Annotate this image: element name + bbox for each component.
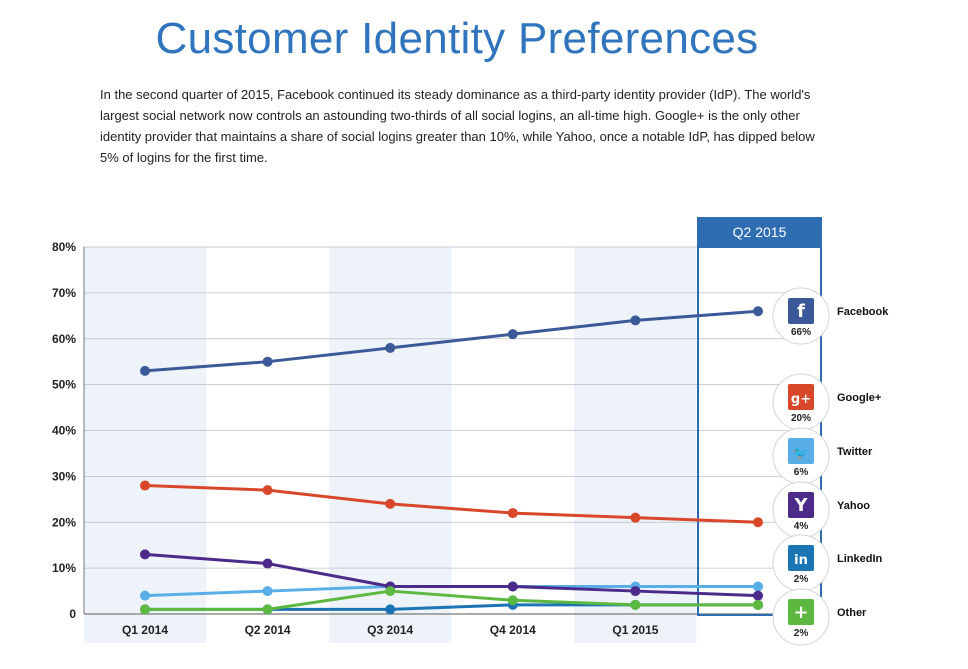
- x-tick-label: Q4 2014: [490, 623, 536, 637]
- data-point: [630, 586, 641, 597]
- legend-value: 20%: [791, 413, 811, 424]
- highlight-header: [697, 217, 822, 247]
- y-tick-label: 50%: [52, 378, 76, 392]
- data-point: [630, 599, 641, 610]
- y-tick-label: 60%: [52, 332, 76, 346]
- data-point: [140, 365, 150, 376]
- page-title: Customer Identity Preferences: [155, 14, 759, 63]
- data-point: [140, 604, 150, 615]
- data-point: [262, 604, 273, 615]
- data-point: [262, 558, 273, 569]
- x-tick-label: Q3 2014: [367, 623, 413, 637]
- legend-item: in 2% LinkedIn: [772, 534, 883, 592]
- highlight-frame: [697, 246, 822, 616]
- data-point: [753, 590, 763, 601]
- data-point: [262, 356, 273, 367]
- legend-name: LinkedIn: [837, 553, 883, 565]
- series-line-yahoo: [144, 552, 759, 598]
- description-text: In the second quarter of 2015, Facebook …: [100, 87, 815, 165]
- legend-value: 66%: [791, 327, 811, 338]
- data-point: [140, 549, 150, 560]
- column-band: [329, 247, 452, 643]
- legend-item: 🐦 6% Twitter: [772, 427, 873, 485]
- legend-value: 4%: [794, 521, 809, 532]
- data-point: [753, 306, 763, 317]
- data-point: [140, 590, 150, 601]
- data-point: [507, 595, 518, 606]
- twitter-bird-icon: [788, 438, 814, 464]
- highlight-label: Q2 2015: [733, 224, 787, 240]
- google-plus-icon-glyph: g+: [791, 392, 811, 407]
- legend-name: Google+: [837, 392, 881, 404]
- y-tick-label: 40%: [52, 424, 76, 438]
- facebook-icon-glyph: f: [797, 301, 805, 322]
- series-line-facebook: [144, 309, 759, 373]
- data-point: [753, 517, 763, 528]
- data-point: [262, 586, 273, 597]
- plus-icon-glyph: +: [793, 602, 808, 623]
- legend-value: 2%: [794, 574, 809, 585]
- data-point: [385, 604, 396, 615]
- legend-item: g+ 20% Google+: [772, 373, 881, 431]
- data-point: [385, 498, 396, 509]
- series-line-other: [145, 589, 758, 611]
- plus-icon: [788, 599, 814, 625]
- data-point: [630, 315, 641, 326]
- legend-item: +2% Other: [772, 588, 867, 646]
- y-tick-label: 80%: [52, 240, 76, 254]
- data-point: [140, 480, 150, 491]
- column-band: [84, 247, 207, 643]
- y-tick-label: 30%: [52, 469, 76, 483]
- x-tick-label: Q1 2015: [612, 623, 658, 637]
- google-plus-icon: [788, 384, 814, 410]
- y-tick-label: 0: [69, 607, 76, 621]
- legend-name: Yahoo: [837, 500, 870, 512]
- y-tick-label: 10%: [52, 561, 76, 575]
- linkedin-icon-glyph: in: [794, 553, 808, 568]
- x-tick-label: Q2 2014: [245, 623, 291, 637]
- data-point: [507, 329, 518, 340]
- linkedin-icon: [788, 545, 814, 571]
- data-point: [507, 508, 518, 519]
- data-point: [753, 581, 763, 592]
- legend-name: Other: [837, 607, 867, 619]
- facebook-icon: [788, 298, 814, 324]
- data-point: [630, 512, 641, 523]
- twitter-bird-icon-glyph: 🐦: [793, 446, 809, 461]
- data-point: [507, 581, 518, 592]
- data-point: [753, 599, 763, 610]
- yahoo-icon-glyph: Y: [793, 495, 808, 516]
- y-tick-label: 70%: [52, 286, 76, 300]
- legend-name: Twitter: [837, 446, 873, 458]
- legend-name: Facebook: [837, 306, 889, 318]
- x-tick-label: Q1 2014: [122, 623, 168, 637]
- legend-item: f 66% Facebook: [772, 287, 889, 345]
- y-tick-label: 20%: [52, 515, 76, 529]
- legend-value: 6%: [794, 467, 809, 478]
- data-point: [262, 485, 273, 496]
- yahoo-icon: [788, 492, 814, 518]
- series-line-google: [144, 484, 759, 524]
- column-band: [574, 247, 697, 643]
- data-point: [385, 586, 396, 597]
- legend-item: Y 4% Yahoo: [772, 481, 870, 539]
- data-point: [385, 342, 396, 353]
- legend-value: 2%: [794, 628, 809, 639]
